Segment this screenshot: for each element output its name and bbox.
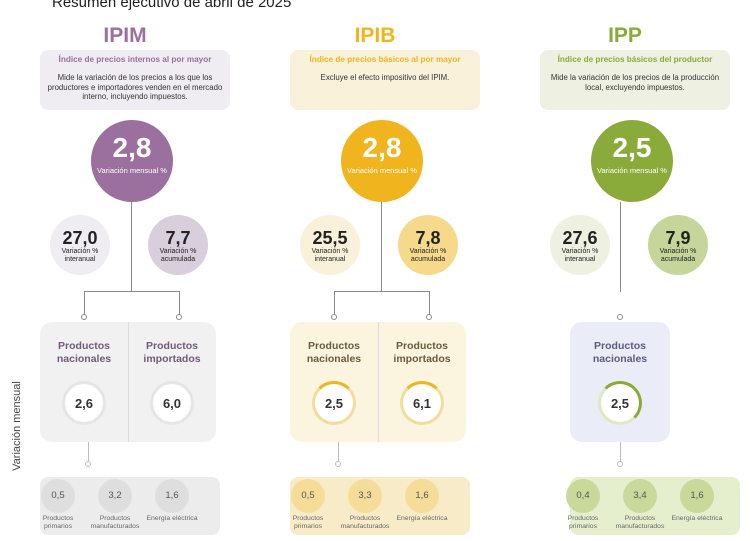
index-name: Índice de precios básicos al por mayor (309, 55, 461, 64)
product-group-value: 2,6 (62, 381, 106, 425)
interannual-variation-label: Variación % interanual (61, 248, 99, 263)
connector-line (381, 202, 382, 292)
breakdown-label: Productos manufacturados (90, 515, 140, 530)
breakdown-label: Productos manufacturados (340, 515, 390, 530)
interannual-variation-circle: 27,0 Variación % interanual (50, 215, 110, 275)
breakdown-value: 0,4 (566, 479, 600, 513)
breakdown-value: 1,6 (680, 479, 714, 513)
accumulated-variation-label: Variación % acumulada (659, 248, 697, 263)
index-column-ipp: IPP Índice de precios básicos del product… (500, 0, 750, 541)
connector-line (338, 442, 339, 464)
monthly-variation-circle: 2,5 Variación mensual % (591, 120, 673, 202)
index-description-card: Índice de precios básicos del productor M… (540, 50, 730, 110)
connector-line (131, 202, 132, 292)
index-name: Índice de precios básicos del productor (557, 55, 713, 64)
index-description-card: Índice de precios internos al por mayor M… (40, 50, 230, 110)
connector-line (88, 442, 89, 464)
accumulated-variation-label: Variación % acumulada (159, 248, 197, 263)
product-group-label: Productos importados (393, 340, 451, 365)
product-group-label: Productos importados (143, 340, 201, 365)
breakdown-label: Energía eléctrica (671, 515, 723, 522)
monthly-variation-label: Variación mensual % (597, 166, 667, 175)
product-group-value: 6,1 (400, 381, 444, 425)
accumulated-variation-circle: 7,8 Variación % acumulada (398, 215, 458, 275)
connector-line (334, 291, 335, 317)
index-description: Excluye el efecto impositivo del IPIM. (320, 73, 450, 82)
connector-dot (426, 314, 432, 320)
accumulated-variation-circle: 7,7 Variación % acumulada (148, 215, 208, 275)
breakdown-label: Energía eléctrica (146, 515, 198, 522)
connector-dot (331, 314, 337, 320)
breakdown-value: 0,5 (41, 479, 75, 513)
breakdown-value: 1,6 (155, 479, 189, 513)
monthly-variation-circle: 2,8 Variación mensual % (341, 120, 423, 202)
index-description-card: Índice de precios básicos al por mayor Ex… (290, 50, 480, 110)
interannual-variation-label: Variación % interanual (561, 248, 599, 263)
index-code: IPIB (354, 24, 396, 47)
index-column-ipim: IPIM Índice de precios internos al por ma… (0, 0, 250, 541)
connector-line (620, 202, 621, 292)
accumulated-variation-label: Variación % acumulada (409, 248, 447, 263)
index-code: IPP (608, 24, 642, 47)
connector-line (620, 442, 621, 464)
index-description: Mide la variación de los precios a los q… (47, 73, 223, 102)
breakdown-label: Productos primarios (42, 515, 74, 530)
product-group-label: Productos nacionales (592, 340, 648, 365)
interannual-variation-circle: 25,5 Variación % interanual (300, 215, 360, 275)
accumulated-variation-circle: 7,9 Variación % acumulada (648, 215, 708, 275)
connector-dot (85, 461, 91, 467)
connector-dot (617, 461, 623, 467)
connector-line (179, 291, 180, 317)
monthly-variation-value: 2,5 (612, 132, 652, 163)
interannual-variation-value: 27,6 (562, 228, 598, 248)
product-group-value: 2,5 (598, 381, 642, 425)
connector-dot (617, 314, 623, 320)
product-group-value: 2,5 (312, 381, 356, 425)
breakdown-label: Productos primarios (292, 515, 324, 530)
interannual-variation-value: 27,0 (62, 228, 98, 248)
monthly-variation-value: 2,8 (112, 132, 152, 163)
monthly-variation-label: Variación mensual % (97, 166, 167, 175)
connector-dot (81, 314, 87, 320)
connector-dot (335, 461, 341, 467)
monthly-variation-label: Variación mensual % (347, 166, 417, 175)
connector-line (334, 291, 430, 292)
accumulated-variation-value: 7,7 (165, 228, 191, 248)
breakdown-value: 3,2 (98, 479, 132, 513)
breakdown-label: Energía eléctrica (396, 515, 448, 522)
connector-line (429, 291, 430, 317)
breakdown-label: Productos manufacturados (615, 515, 665, 530)
interannual-variation-circle: 27,6 Variación % interanual (550, 215, 610, 275)
accumulated-variation-value: 7,9 (665, 228, 691, 248)
interannual-variation-label: Variación % interanual (311, 248, 349, 263)
breakdown-value: 3,3 (348, 479, 382, 513)
index-column-ipib: IPIB Índice de precios básicos al por may… (250, 0, 500, 541)
connector-line (84, 291, 85, 317)
panel-divider (128, 322, 129, 442)
panel-divider (378, 322, 379, 442)
product-group-value: 6,0 (150, 381, 194, 425)
product-group-label: Productos nacionales (56, 340, 112, 365)
breakdown-value: 0,5 (291, 479, 325, 513)
breakdown-label: Productos primarios (567, 515, 599, 530)
product-group-label: Productos nacionales (306, 340, 362, 365)
monthly-variation-value: 2,8 (362, 132, 402, 163)
interannual-variation-value: 25,5 (312, 228, 348, 248)
breakdown-value: 3,4 (623, 479, 657, 513)
index-name: Índice de precios internos al por mayor (58, 55, 212, 64)
index-code: IPIM (103, 24, 147, 47)
connector-line (84, 291, 180, 292)
page-title: Resumen ejecutivo de abril de 2025 (52, 0, 292, 11)
breakdown-value: 1,6 (405, 479, 439, 513)
accumulated-variation-value: 7,8 (415, 228, 441, 248)
connector-dot (176, 314, 182, 320)
monthly-variation-circle: 2,8 Variación mensual % (91, 120, 173, 202)
index-description: Mide la variación de los precios de la p… (550, 73, 720, 92)
